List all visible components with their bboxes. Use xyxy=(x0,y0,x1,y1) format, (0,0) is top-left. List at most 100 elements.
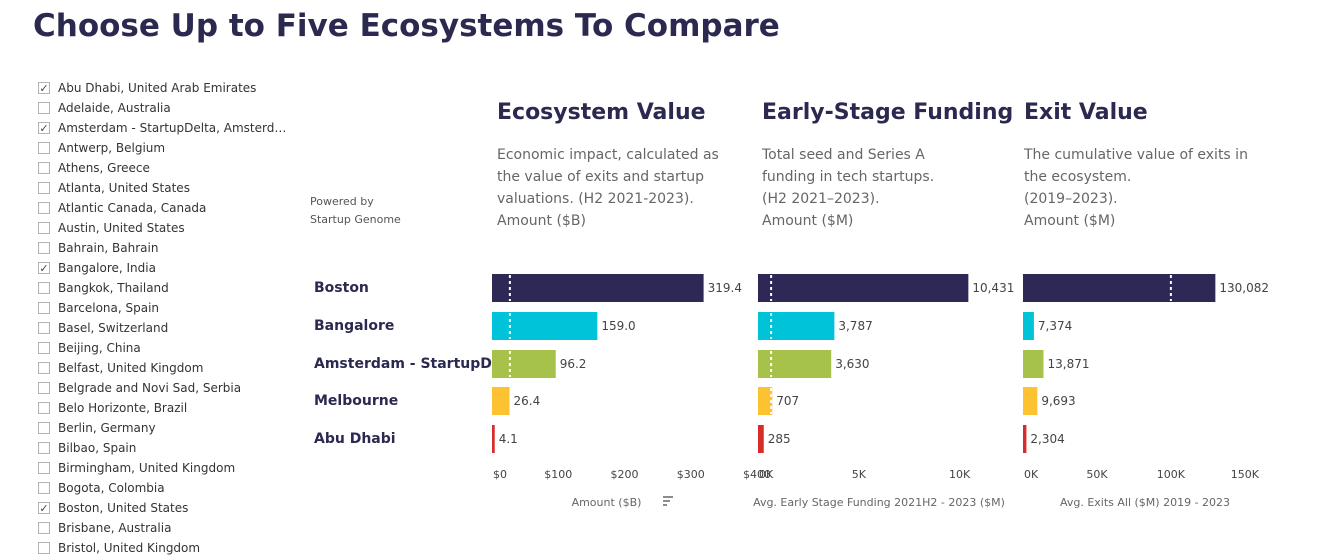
checkbox-unchecked[interactable] xyxy=(38,442,50,454)
data-label: 3,787 xyxy=(838,319,872,333)
checklist-item[interactable]: Barcelona, Spain xyxy=(38,298,298,318)
data-label: 10,431 xyxy=(972,281,1014,295)
checklist-item[interactable]: ✓ Amsterdam - StartupDelta, Amsterda... xyxy=(38,118,298,138)
checkbox-unchecked[interactable] xyxy=(38,382,50,394)
desc-line: The cumulative value of exits in xyxy=(1024,147,1248,163)
checkbox-unchecked[interactable] xyxy=(38,462,50,474)
checklist-item[interactable]: Bilbao, Spain xyxy=(38,438,298,458)
panel-desc-exit-value: The cumulative value of exits in the eco… xyxy=(1024,144,1274,232)
bar-bangalore xyxy=(492,312,598,340)
axis-title: Amount ($B) xyxy=(572,496,642,509)
data-label: 319.4 xyxy=(708,281,742,295)
checkbox-checked[interactable]: ✓ xyxy=(38,81,50,95)
data-label: 130,082 xyxy=(1219,281,1269,295)
checkbox-unchecked[interactable] xyxy=(38,202,50,214)
bar-abu-dhabi xyxy=(758,425,764,453)
checklist-item[interactable]: Belgrade and Novi Sad, Serbia xyxy=(38,378,298,398)
checkbox-checked[interactable]: ✓ xyxy=(38,121,50,135)
checklist-item[interactable]: Beijing, China xyxy=(38,338,298,358)
data-label: 26.4 xyxy=(513,394,540,408)
checkbox-unchecked[interactable] xyxy=(38,362,50,374)
data-label: 285 xyxy=(768,432,791,446)
checklist-item[interactable]: Antwerp, Belgium xyxy=(38,138,298,158)
data-label: 9,693 xyxy=(1041,394,1075,408)
row-label-abu-dhabi: Abu Dhabi xyxy=(314,431,396,447)
panel-title-exit-value: Exit Value xyxy=(1024,100,1148,125)
checkbox-unchecked[interactable] xyxy=(38,142,50,154)
desc-line: Economic impact, calculated as xyxy=(497,147,719,163)
tick-label: 150K xyxy=(1231,468,1260,481)
checklist-item[interactable]: Bristol, United Kingdom xyxy=(38,538,298,558)
data-label: 2,304 xyxy=(1030,432,1064,446)
bar-amsterdam-startupde xyxy=(492,350,556,378)
checklist-item[interactable]: Athens, Greece xyxy=(38,158,298,178)
checklist-item[interactable]: Brisbane, Australia xyxy=(38,518,298,538)
tick-label: $300 xyxy=(677,468,705,481)
checklist-item[interactable]: Belfast, United Kingdom xyxy=(38,358,298,378)
desc-line: Amount ($M) xyxy=(762,213,854,229)
bar-boston xyxy=(1023,274,1216,302)
checkbox-unchecked[interactable] xyxy=(38,182,50,194)
row-label-melbourne: Melbourne xyxy=(314,393,399,409)
checklist-item[interactable]: Adelaide, Australia xyxy=(38,98,298,118)
powered-by: Powered by Startup Genome xyxy=(310,193,401,229)
bar-bangalore xyxy=(758,312,835,340)
checkbox-unchecked[interactable] xyxy=(38,102,50,114)
checkbox-unchecked[interactable] xyxy=(38,542,50,554)
checklist-item[interactable]: Bahrain, Bahrain xyxy=(38,238,298,258)
tick-label: $100 xyxy=(544,468,572,481)
desc-line: valuations. (H2 2021-2023). xyxy=(497,191,694,207)
axis-title: Avg. Exits All ($M) 2019 - 2023 xyxy=(1060,496,1230,509)
bar-melbourne xyxy=(492,387,510,415)
checkbox-unchecked[interactable] xyxy=(38,342,50,354)
checkbox-unchecked[interactable] xyxy=(38,162,50,174)
checklist-item[interactable]: ✓ Bangalore, India xyxy=(38,258,298,278)
checkbox-unchecked[interactable] xyxy=(38,422,50,434)
checkbox-checked[interactable]: ✓ xyxy=(38,501,50,515)
data-label: 13,871 xyxy=(1048,357,1090,371)
checklist-item[interactable]: Bogota, Colombia xyxy=(38,478,298,498)
bar-melbourne xyxy=(1023,387,1038,415)
checklist-item[interactable]: Atlanta, United States xyxy=(38,178,298,198)
tick-label: 50K xyxy=(1086,468,1108,481)
bar-boston xyxy=(758,274,969,302)
ecosystem-checklist: ✓ Abu Dhabi, United Arab Emirates Adelaide… xyxy=(38,78,298,558)
checklist-item[interactable]: Belo Horizonte, Brazil xyxy=(38,398,298,418)
powered-by-label: Powered by xyxy=(310,195,374,208)
checklist-item[interactable]: ✓ Abu Dhabi, United Arab Emirates xyxy=(38,78,298,98)
checklist-item[interactable]: Atlantic Canada, Canada xyxy=(38,198,298,218)
checkbox-unchecked[interactable] xyxy=(38,402,50,414)
checklist-item[interactable]: Bangkok, Thailand xyxy=(38,278,298,298)
checklist-item[interactable]: ✓ Boston, United States xyxy=(38,498,298,518)
panel-desc-ecosystem-value: Economic impact, calculated as the value… xyxy=(497,144,747,232)
checkbox-checked[interactable]: ✓ xyxy=(38,261,50,275)
checkbox-unchecked[interactable] xyxy=(38,222,50,234)
tick-label: $200 xyxy=(611,468,639,481)
row-label-bangalore: Bangalore xyxy=(314,318,395,334)
desc-line: Total seed and Series A xyxy=(762,147,925,163)
checklist-item[interactable]: Basel, Switzerland xyxy=(38,318,298,338)
desc-line: Amount ($B) xyxy=(497,213,586,229)
checkbox-unchecked[interactable] xyxy=(38,522,50,534)
tick-label: 0K xyxy=(759,468,774,481)
checklist-item[interactable]: Berlin, Germany xyxy=(38,418,298,438)
row-label-boston: Boston xyxy=(314,280,369,296)
checkbox-unchecked[interactable] xyxy=(38,302,50,314)
checkbox-unchecked[interactable] xyxy=(38,242,50,254)
bar-amsterdam-startupde xyxy=(758,350,832,378)
checklist-item[interactable]: Birmingham, United Kingdom xyxy=(38,458,298,478)
checkbox-unchecked[interactable] xyxy=(38,482,50,494)
data-label: 96.2 xyxy=(560,357,587,371)
checkbox-unchecked[interactable] xyxy=(38,322,50,334)
desc-line: the value of exits and startup xyxy=(497,169,704,185)
data-label: 3,630 xyxy=(835,357,869,371)
bar-abu-dhabi xyxy=(1023,425,1027,453)
checklist-item[interactable]: Austin, United States xyxy=(38,218,298,238)
bar-bangalore xyxy=(1023,312,1034,340)
desc-line: the ecosystem. xyxy=(1024,169,1132,185)
checkbox-unchecked[interactable] xyxy=(38,282,50,294)
desc-line: (H2 2021–2023). xyxy=(762,191,880,207)
axis-title: Avg. Early Stage Funding 2021H2 - 2023 (… xyxy=(753,496,1005,509)
data-label: 707 xyxy=(776,394,799,408)
desc-line: funding in tech startups. xyxy=(762,169,935,185)
